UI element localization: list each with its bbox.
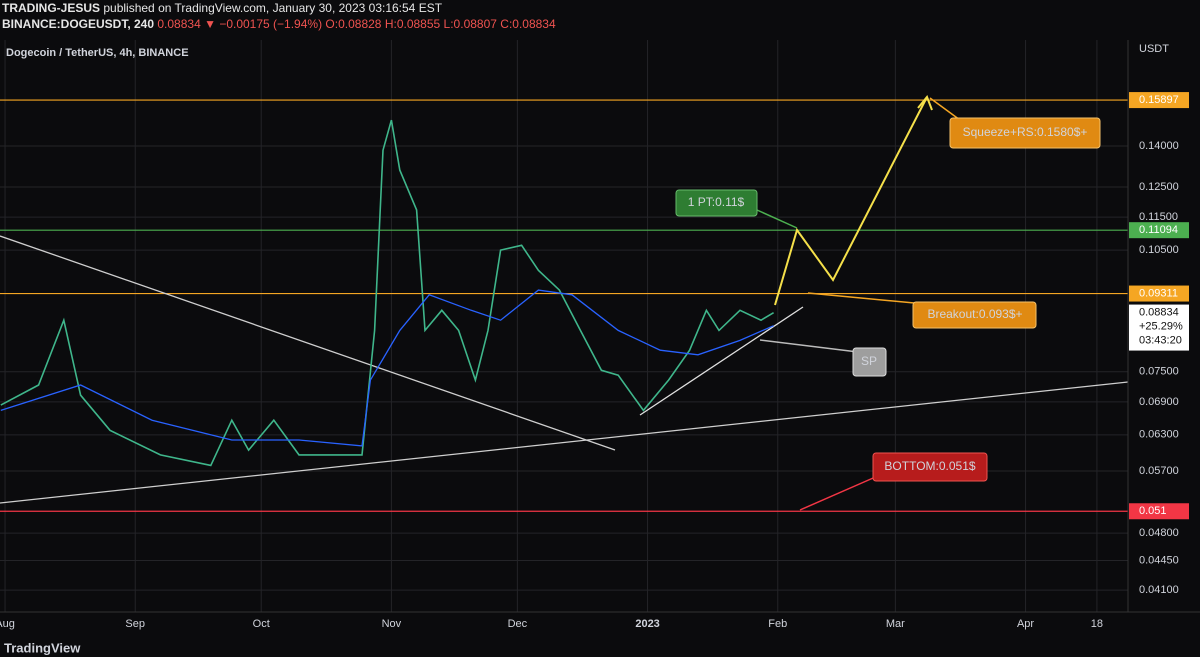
connector xyxy=(759,339,859,353)
y-tick-label: 0.04100 xyxy=(1139,584,1179,596)
level-label: 0.09311 xyxy=(1139,287,1178,299)
annotation: SP xyxy=(861,354,877,368)
connector xyxy=(807,292,926,305)
annotation-box xyxy=(852,347,887,377)
annotation-box xyxy=(675,189,758,217)
x-tick-label: Dec xyxy=(508,618,528,630)
y-tick-label: 0.11500 xyxy=(1139,211,1178,223)
trendline xyxy=(639,306,804,416)
level-label: 0.15897 xyxy=(1139,94,1179,106)
last-price: 0.08834 xyxy=(1139,306,1179,318)
grid xyxy=(0,40,1128,612)
header-line: TRADING-JESUS published on TradingView.c… xyxy=(2,1,443,15)
annotation: BOTTOM:0.051$ xyxy=(884,459,975,473)
series-line xyxy=(0,289,774,447)
series xyxy=(0,119,775,467)
level-box xyxy=(1129,222,1189,239)
y-tick-label: 0.10500 xyxy=(1139,244,1179,256)
annotation: Breakout:0.093$+ xyxy=(927,307,1022,321)
y-tick-label: 0.04800 xyxy=(1139,527,1179,539)
level-box xyxy=(1129,503,1189,520)
change: ▼ −0.00175 (−1.94%) xyxy=(204,17,322,31)
ohlc: O:0.08828 xyxy=(325,17,381,31)
ohlc: L:0.08807 xyxy=(444,17,498,31)
header xyxy=(0,0,1200,36)
x-tick-label: Apr xyxy=(1017,618,1034,630)
x-tick-label: 18 xyxy=(1091,618,1103,630)
ohlc: H:0.08855 xyxy=(385,17,441,31)
x-tick-label: Sep xyxy=(125,618,145,630)
annotation: Squeeze+RS:0.1580$+ xyxy=(963,125,1088,139)
x-tick-label: Feb xyxy=(768,618,787,630)
level-label: 0.11094 xyxy=(1139,224,1178,236)
last-change: +25.29% xyxy=(1139,320,1183,332)
chart-title: Dogecoin / TetherUS, 4h, BINANCE xyxy=(6,47,189,59)
projection xyxy=(774,96,928,306)
axis: 0.04100 0.04450 0.04800 0.05700 0.06300 0.069… xyxy=(0,92,1189,630)
y-tick-label: 0.06300 xyxy=(1139,429,1179,441)
trendline xyxy=(0,381,1129,504)
connector xyxy=(756,209,798,229)
last-price-box xyxy=(1129,304,1189,351)
footer: TradingView xyxy=(4,640,81,655)
published: published on TradingView.com, January 30… xyxy=(103,1,442,15)
y-axis-label: USDT xyxy=(1139,43,1169,55)
symbol: BINANCE:DOGEUSDT, 240 xyxy=(2,17,154,31)
annotation-box xyxy=(872,452,988,482)
x-tick-label: Nov xyxy=(382,618,402,630)
ohlc: C:0.08834 xyxy=(500,17,556,31)
y-tick-label: 0.05700 xyxy=(1139,465,1179,477)
annotation: 1 PT:0.11$ xyxy=(688,195,745,209)
y-tick-label: 0.14000 xyxy=(1139,140,1179,152)
last-countdown: 03:43:20 xyxy=(1139,334,1182,346)
annotation-box xyxy=(912,301,1037,329)
connector xyxy=(799,474,881,511)
author: TRADING-JESUS xyxy=(2,1,100,15)
arrow-head xyxy=(917,95,933,111)
y-tick-label: 0.12500 xyxy=(1139,181,1179,193)
series-line xyxy=(0,119,775,467)
level-box xyxy=(1129,285,1189,302)
header-line: BINANCE:DOGEUSDT, 240 0.08834 ▼ −0.00175… xyxy=(2,17,556,31)
y-tick-label: 0.07500 xyxy=(1139,366,1179,378)
y-tick-label: 0.04450 xyxy=(1139,554,1179,566)
x-tick-label: Mar xyxy=(886,618,905,630)
x-tick-label: Aug xyxy=(0,618,15,630)
trendline xyxy=(0,235,616,451)
connector xyxy=(929,97,961,121)
level-label: 0.051 xyxy=(1139,505,1167,517)
annotation-box xyxy=(949,117,1101,149)
price: 0.08834 xyxy=(157,17,201,31)
level-box xyxy=(1129,92,1189,109)
y-tick-label: 0.06900 xyxy=(1139,396,1179,408)
x-tick-label: Oct xyxy=(253,618,270,630)
x-tick-label: 2023 xyxy=(635,618,659,630)
